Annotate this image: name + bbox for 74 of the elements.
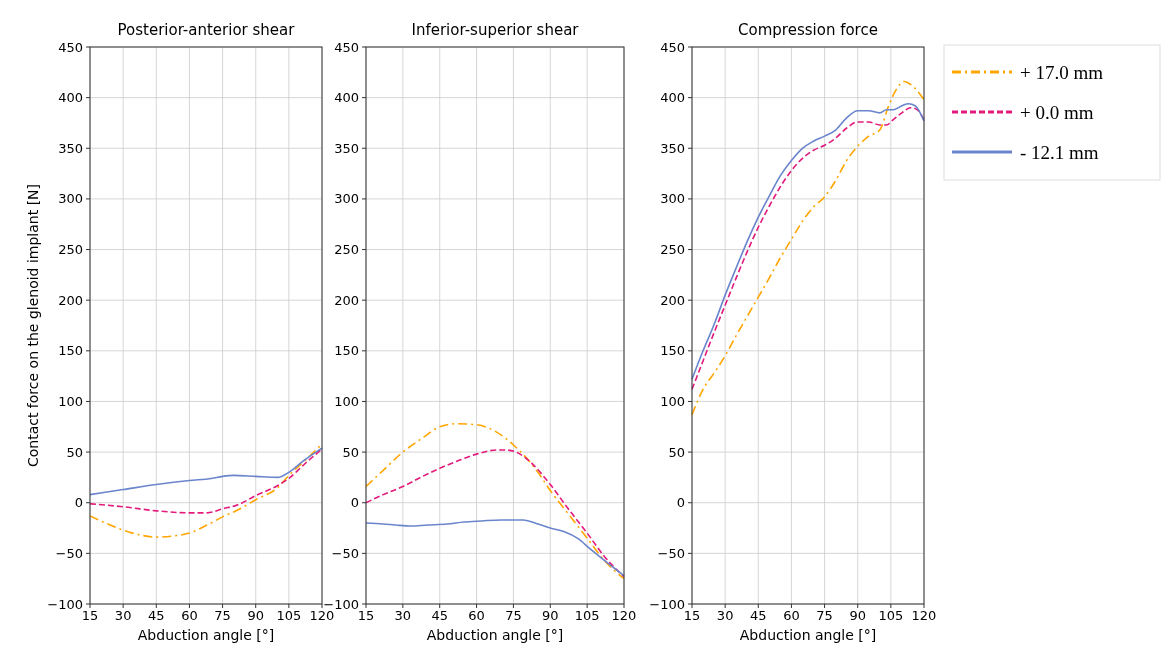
x-axis-title: Abduction angle [°] [137,627,275,643]
x-tick-label: 45 [431,608,448,623]
x-tick-label: 15 [357,608,375,623]
line-series [691,80,925,416]
x-tick-label: 105 [878,608,904,623]
legend-label: + 17.0 mm [1020,62,1104,83]
y-tick-label: 300 [58,191,83,207]
y-tick-label: 50 [66,444,83,460]
chart-title: Compression force [738,21,878,39]
x-axis-title: Abduction angle [°] [426,627,564,643]
line-series [365,422,625,580]
x-tick-label: 120 [911,608,937,623]
x-tick-label: 45 [750,608,767,623]
y-tick-label: −50 [55,545,83,561]
x-tick-label: 15 [81,608,99,623]
y-tick-label: 100 [660,393,685,409]
y-tick-label: 250 [58,242,83,258]
y-tick-label: −50 [657,545,685,561]
x-tick-label: 75 [505,608,522,623]
x-tick-label: 105 [574,608,600,623]
y-tick-label: 350 [334,140,359,156]
line-series [89,443,323,538]
y-tick-label: 200 [660,292,685,308]
x-tick-label: 60 [783,608,800,623]
y-tick-label: 300 [660,191,685,207]
x-tick-label: 30 [394,608,412,623]
x-tick-label: 105 [276,608,302,623]
y-tick-label: 200 [58,292,83,308]
legend-label: - 12.1 mm [1020,142,1099,163]
legend-label: + 0.0 mm [1020,102,1094,123]
x-tick-label: 75 [816,608,833,623]
line-series [365,519,625,577]
y-tick-label: 250 [660,242,685,258]
x-tick-label: 45 [148,608,165,623]
y-tick-label: 0 [676,495,685,511]
y-tick-label: 0 [350,495,359,511]
y-tick-label: 450 [58,39,83,55]
y-tick-label: 50 [668,444,685,460]
y-axis-title: Contact force on the glenoid implant [N] [25,183,41,468]
y-tick-label: 400 [660,90,685,106]
y-tick-label: −100 [649,596,685,612]
y-tick-label: 200 [334,292,359,308]
x-tick-label: 30 [114,608,132,623]
y-tick-label: 100 [334,393,359,409]
y-tick-label: 100 [58,393,83,409]
y-tick-label: 450 [334,39,359,55]
x-tick-label: 90 [849,608,866,623]
y-tick-label: 150 [660,343,685,359]
y-tick-label: −50 [331,545,359,561]
x-tick-label: 75 [214,608,231,623]
y-tick-label: 300 [334,191,359,207]
x-tick-label: 30 [716,608,734,623]
line-series [89,447,323,496]
y-tick-label: 50 [342,444,359,460]
x-tick-label: 120 [611,608,637,623]
y-tick-label: 150 [334,343,359,359]
x-tick-label: 15 [683,608,701,623]
y-tick-label: 150 [58,343,83,359]
y-tick-label: 250 [334,242,359,258]
y-tick-label: 400 [58,90,83,106]
y-tick-label: 400 [334,90,359,106]
chart-title: Inferior-superior shear [411,21,580,39]
y-tick-label: 350 [58,140,83,156]
y-tick-label: 350 [660,140,685,156]
x-tick-label: 90 [542,608,559,623]
y-tick-label: −100 [47,596,83,612]
line-series [89,448,323,514]
x-axis-title: Abduction angle [°] [739,627,877,643]
x-tick-label: 60 [181,608,198,623]
y-tick-label: 450 [660,39,685,55]
x-tick-label: 90 [247,608,264,623]
chart-title: Posterior-anterior shear [117,21,296,39]
y-tick-label: 0 [74,495,83,511]
x-tick-label: 60 [468,608,485,623]
